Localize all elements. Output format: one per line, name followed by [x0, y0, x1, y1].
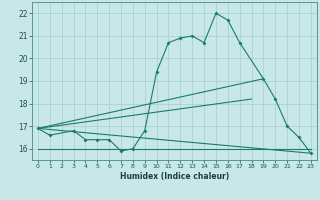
X-axis label: Humidex (Indice chaleur): Humidex (Indice chaleur) [120, 172, 229, 181]
